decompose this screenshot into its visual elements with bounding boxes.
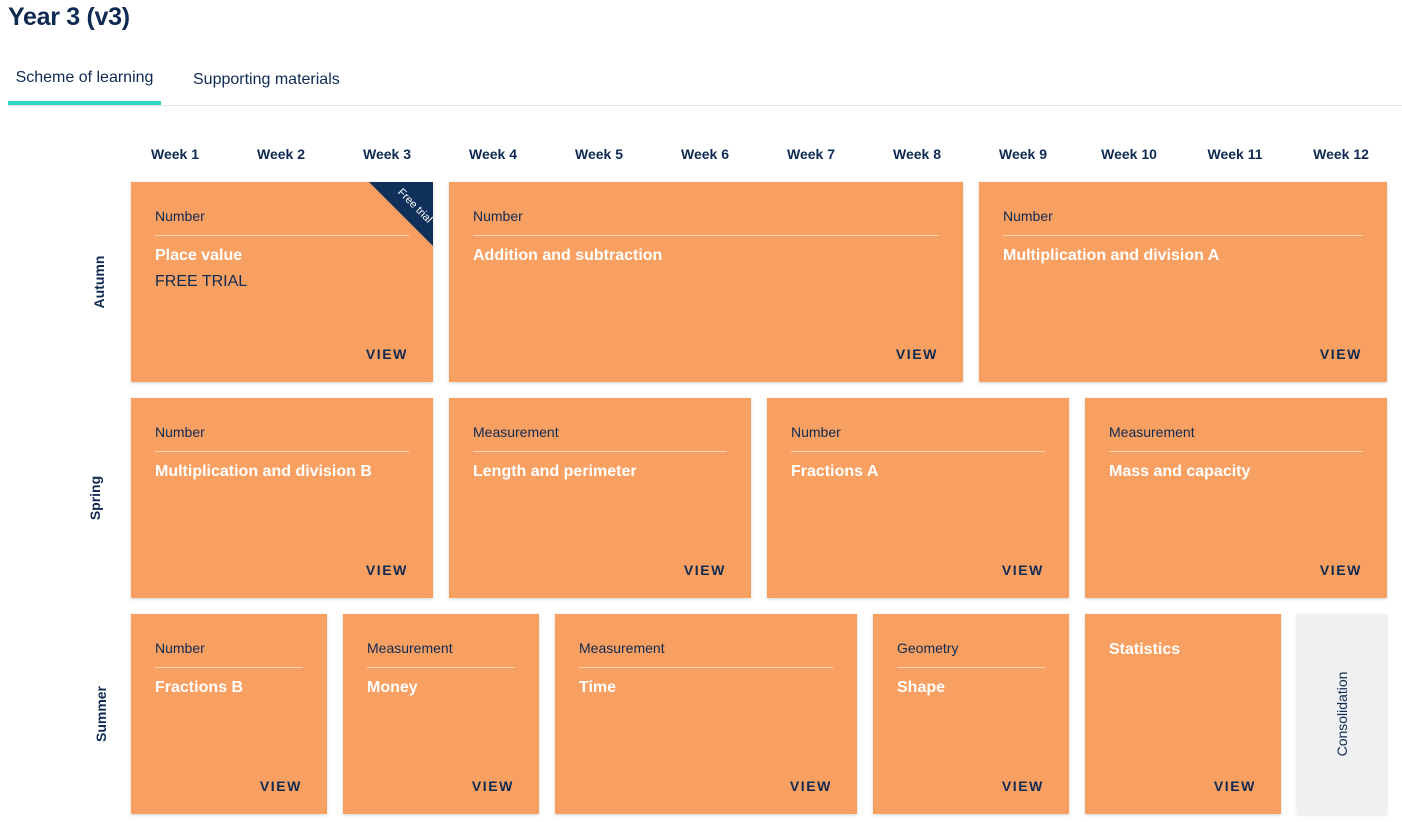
view-button[interactable]: VIEW — [365, 562, 408, 578]
view-button[interactable]: VIEW — [365, 346, 408, 362]
card-title: Time — [579, 679, 617, 696]
week-1-label: Week 1 — [151, 146, 199, 162]
card-title: Multiplication and division B — [155, 463, 372, 480]
view-button[interactable]: VIEW — [471, 778, 514, 794]
term-label-autumn: Autumn — [91, 255, 107, 309]
week-8-label: Week 8 — [893, 146, 941, 162]
week-12-label: Week 12 — [1313, 146, 1369, 162]
week-5-label: Week 5 — [575, 146, 623, 162]
card-place-value[interactable]: Number Place value FREE TRIAL Free trial… — [131, 182, 433, 382]
term-label-spring: Spring — [87, 475, 103, 521]
week-header-row: Week 1 Week 2 Week 3 Week 4 Week 5 Week … — [0, 140, 1402, 170]
view-button[interactable]: VIEW — [1319, 346, 1362, 362]
view-button[interactable]: VIEW — [259, 778, 302, 794]
view-button[interactable]: VIEW — [789, 778, 832, 794]
card-category: Number — [155, 208, 409, 236]
card-mass-and-capacity[interactable]: Measurement Mass and capacity VIEW — [1085, 398, 1387, 598]
card-multiplication-and-division-b[interactable]: Number Multiplication and division B VIE… — [131, 398, 433, 598]
card-title: Addition and subtraction — [473, 247, 663, 264]
week-3-label: Week 3 — [363, 146, 411, 162]
view-button[interactable]: VIEW — [1213, 778, 1256, 794]
tab-supporting-materials[interactable]: Supporting materials — [193, 71, 340, 88]
view-button[interactable]: VIEW — [1001, 778, 1044, 794]
card-category: Number — [1003, 208, 1363, 236]
card-title: Statistics — [1109, 641, 1181, 658]
card-shape[interactable]: Geometry Shape VIEW — [873, 614, 1069, 814]
card-title: Multiplication and division A — [1003, 247, 1220, 264]
week-9-label: Week 9 — [999, 146, 1047, 162]
card-category: Number — [473, 208, 939, 236]
card-addition-and-subtraction[interactable]: Number Addition and subtraction VIEW — [449, 182, 963, 382]
term-label-summer: Summer — [93, 685, 109, 743]
card-title: Mass and capacity — [1109, 463, 1251, 480]
week-4-label: Week 4 — [469, 146, 517, 162]
free-trial-ribbon: Free trial — [369, 182, 433, 246]
page-title: Year 3 (v3) — [8, 3, 130, 31]
card-statistics[interactable]: Statistics VIEW — [1085, 614, 1281, 814]
card-category: Measurement — [1109, 424, 1363, 452]
week-2-label: Week 2 — [257, 146, 305, 162]
card-title: Fractions B — [155, 679, 244, 696]
card-title: Shape — [897, 679, 946, 696]
consolidation-block: Consolidation — [1297, 614, 1387, 814]
card-money[interactable]: Measurement Money VIEW — [343, 614, 539, 814]
consolidation-label: Consolidation — [1334, 671, 1350, 757]
view-button[interactable]: VIEW — [895, 346, 938, 362]
card-category: Number — [791, 424, 1045, 452]
card-title: Fractions A — [791, 463, 879, 480]
free-trial-text: FREE TRIAL — [155, 273, 248, 290]
week-10-label: Week 10 — [1101, 146, 1157, 162]
card-category: Geometry — [897, 640, 1045, 668]
card-category: Measurement — [579, 640, 833, 668]
view-button[interactable]: VIEW — [683, 562, 726, 578]
tab-scheme-of-learning[interactable]: Scheme of learning — [8, 58, 161, 105]
card-title: Money — [367, 679, 418, 696]
free-trial-ribbon-label: Free trial — [395, 186, 433, 226]
card-category: Number — [155, 640, 303, 668]
card-category: Number — [155, 424, 409, 452]
week-11-label: Week 11 — [1207, 146, 1263, 162]
view-button[interactable]: VIEW — [1319, 562, 1362, 578]
view-button[interactable]: VIEW — [1001, 562, 1044, 578]
card-title: Place value — [155, 247, 243, 264]
week-6-label: Week 6 — [681, 146, 729, 162]
card-multiplication-and-division-a[interactable]: Number Multiplication and division A VIE… — [979, 182, 1387, 382]
card-fractions-a[interactable]: Number Fractions A VIEW — [767, 398, 1069, 598]
card-time[interactable]: Measurement Time VIEW — [555, 614, 857, 814]
card-fractions-b[interactable]: Number Fractions B VIEW — [131, 614, 327, 814]
tab-bar: Scheme of learning Supporting materials — [8, 58, 1402, 106]
card-category: Measurement — [473, 424, 727, 452]
card-category: Measurement — [367, 640, 515, 668]
week-7-label: Week 7 — [787, 146, 835, 162]
card-length-and-perimeter[interactable]: Measurement Length and perimeter VIEW — [449, 398, 751, 598]
card-title: Length and perimeter — [473, 463, 637, 480]
